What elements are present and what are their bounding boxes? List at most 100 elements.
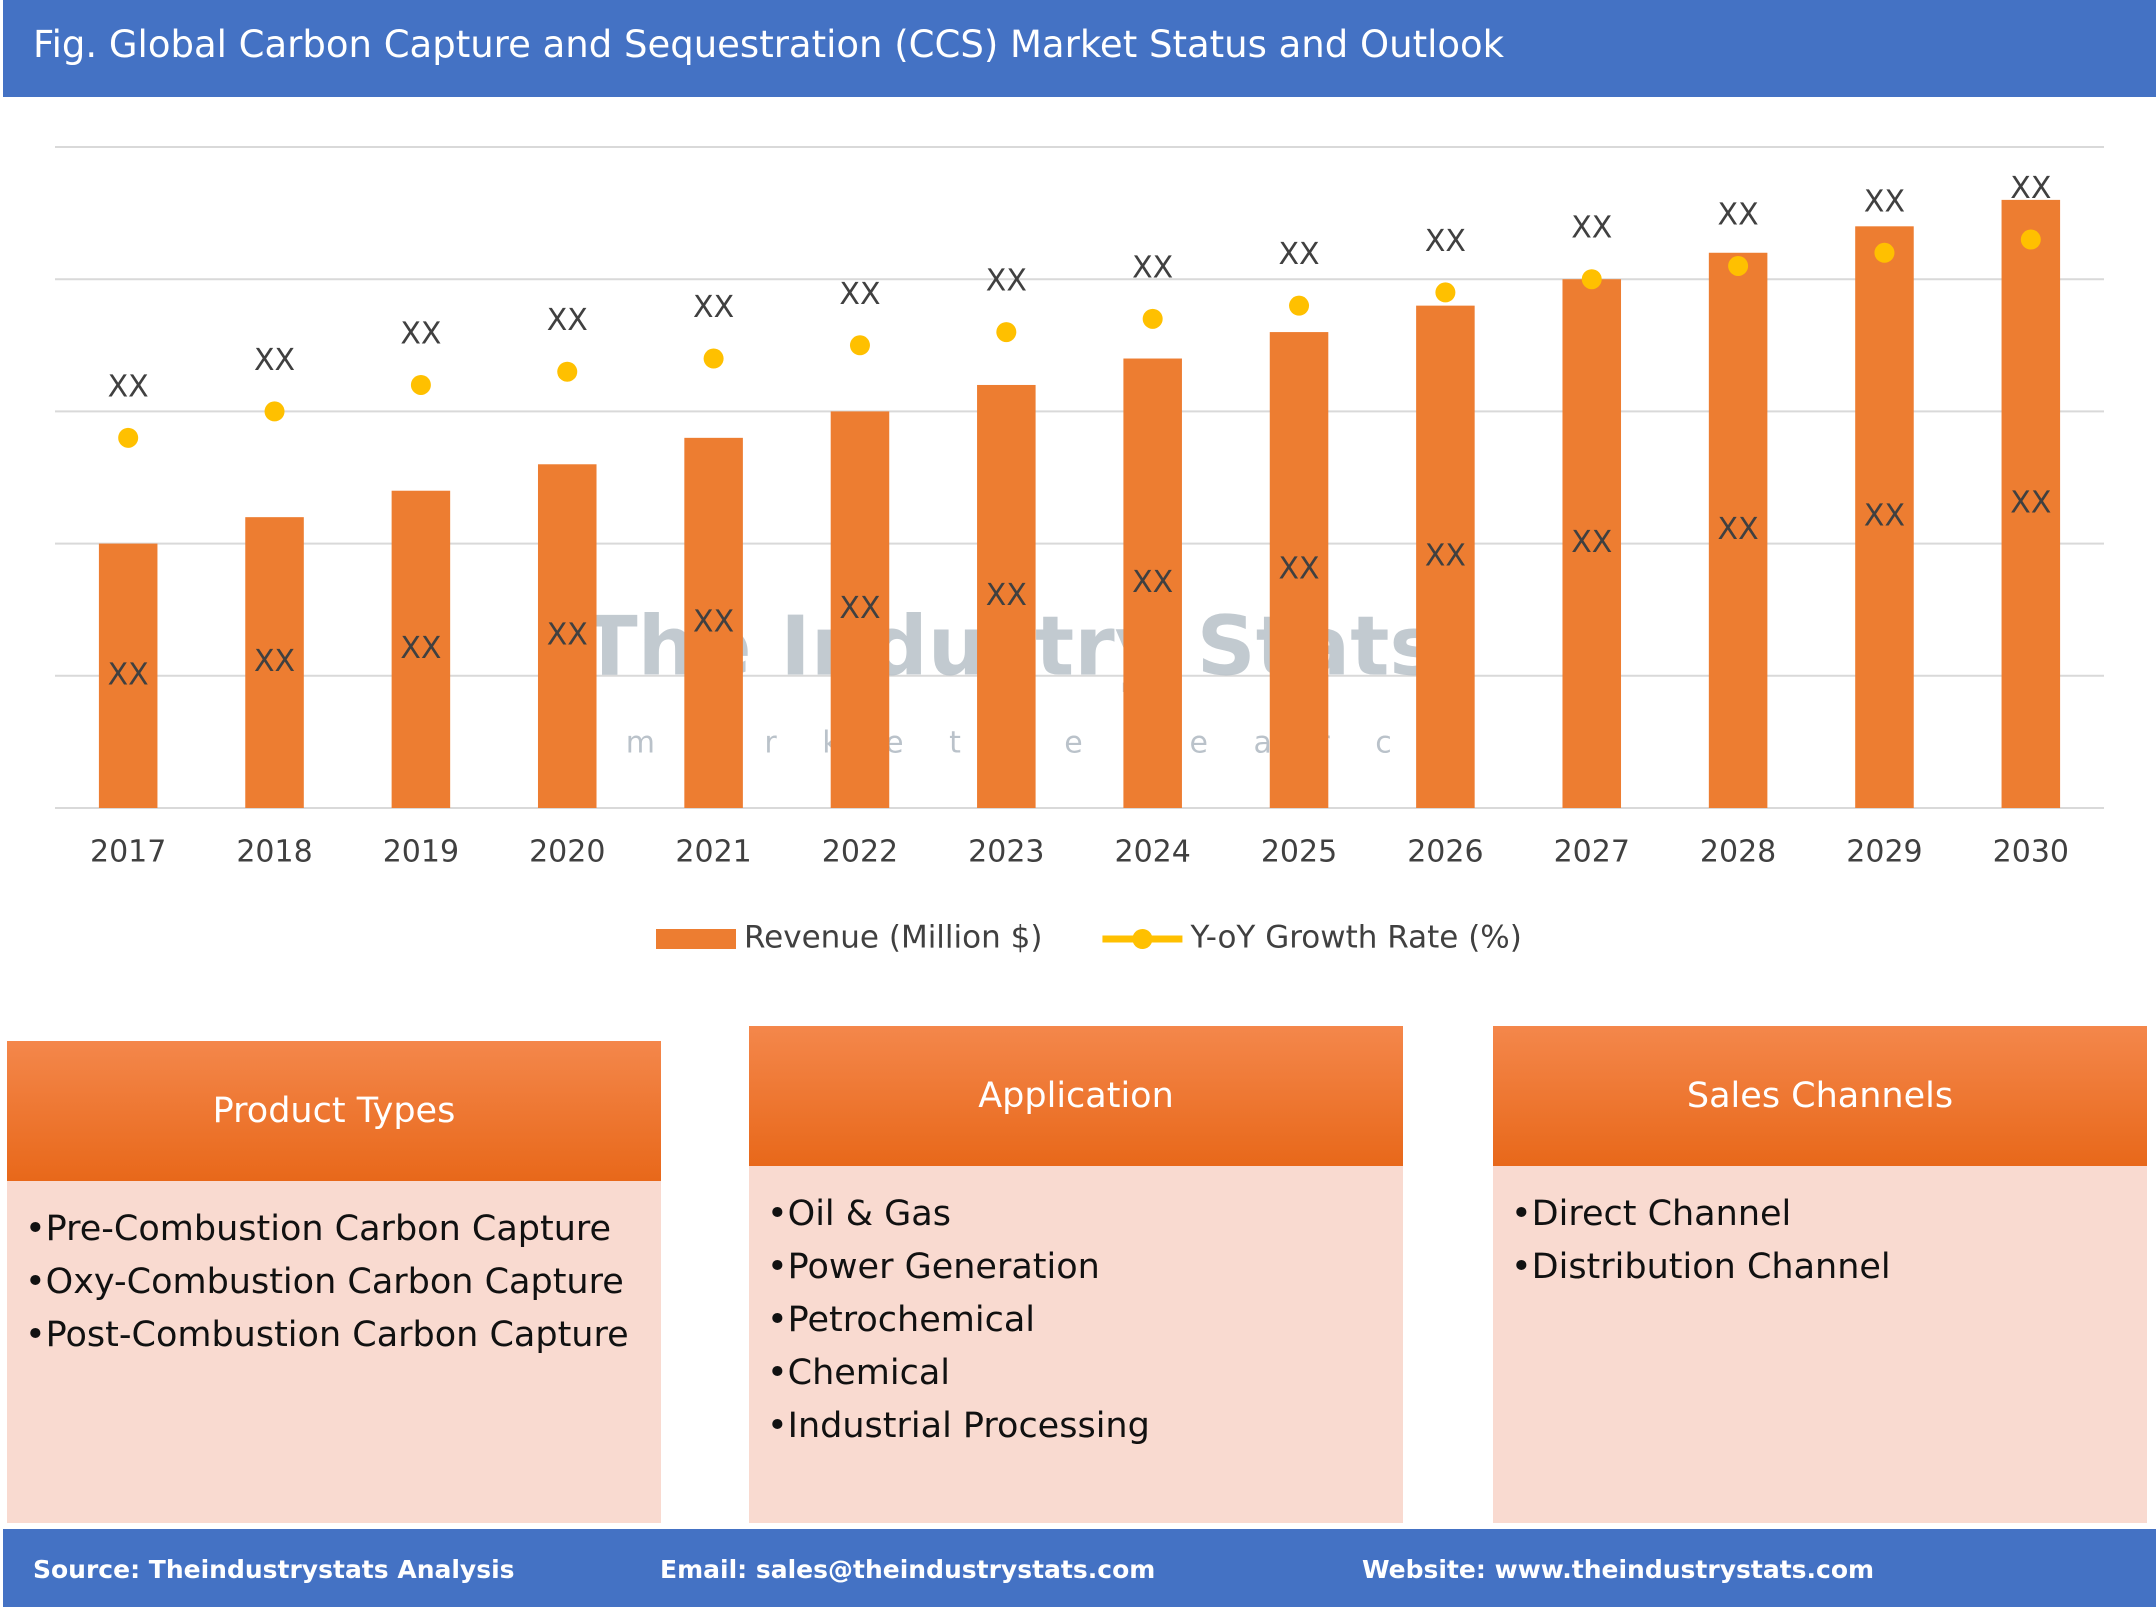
data-label: XX	[1278, 552, 1319, 587]
data-label: XX	[1425, 224, 1466, 259]
data-label: XX	[547, 618, 588, 653]
x-tick-label: 2021	[675, 835, 751, 870]
line-marker	[1289, 295, 1310, 316]
data-label: XX	[1718, 512, 1759, 547]
bar	[1416, 305, 1475, 808]
footer-email: Email: sales@theindustrystats.com	[660, 1555, 1156, 1584]
x-tick-label: 2028	[1700, 835, 1776, 870]
panel-item: •Distribution Channel	[1511, 1247, 1891, 1287]
line-marker	[1581, 269, 1602, 290]
x-tick-label: 2024	[1114, 835, 1190, 870]
panel-list: •Oil & Gas •Power Generation •Petrochemica…	[749, 1166, 1403, 1453]
legend-swatch	[656, 929, 736, 949]
x-tick-label: 2023	[968, 835, 1044, 870]
line-marker	[703, 348, 724, 369]
panel-item: •Post-Combustion Carbon Capture	[25, 1315, 629, 1355]
bar	[684, 437, 743, 808]
data-label: XX	[400, 631, 441, 666]
data-label: XX	[1718, 197, 1759, 232]
panel-item: •Petrochemical	[767, 1300, 1035, 1340]
x-tick-label: 2018	[236, 835, 312, 870]
panel-title: Application	[749, 1026, 1403, 1166]
bar	[830, 411, 890, 808]
line-marker	[1142, 308, 1163, 329]
x-tick-label: 2025	[1261, 835, 1337, 870]
data-label: XX	[1571, 525, 1612, 560]
panel-item: •Power Generation	[767, 1247, 1100, 1287]
data-label: XX	[254, 644, 295, 679]
chart: The Industry Statsm a r k e t r e s e a …	[55, 146, 2104, 956]
panel-item: •Pre-Combustion Carbon Capture	[25, 1209, 612, 1249]
panel-item: •Direct Channel	[1511, 1194, 1792, 1234]
panel: Sales Channels •Direct Channel •Distribut…	[1493, 1026, 2147, 1523]
data-label: XX	[839, 591, 880, 626]
panel-list: •Pre-Combustion Carbon Capture •Oxy-Combu…	[7, 1181, 661, 1362]
bar	[1708, 252, 1768, 808]
line-marker	[1874, 242, 1895, 263]
x-tick-label: 2017	[90, 835, 166, 870]
data-label: XX	[986, 578, 1027, 613]
bar	[1562, 279, 1622, 808]
data-label: XX	[1571, 211, 1612, 246]
legend-swatch	[1132, 929, 1153, 949]
line-marker	[849, 335, 870, 356]
x-tick-label: 2022	[822, 835, 898, 870]
footer-website: Website: www.theindustrystats.com	[1362, 1555, 1875, 1584]
data-label: XX	[693, 290, 734, 325]
bar	[537, 464, 597, 808]
data-label: XX	[1278, 237, 1319, 272]
data-label: XX	[1425, 538, 1466, 573]
data-label: XX	[986, 264, 1027, 299]
x-tick-label: 2019	[383, 835, 459, 870]
bar	[977, 384, 1036, 808]
x-tick-label: 2030	[1993, 835, 2069, 870]
panel: Application •Oil & Gas •Power Generation •…	[749, 1026, 1403, 1523]
line-marker	[1435, 282, 1456, 303]
bar	[1855, 226, 1914, 808]
panel-item: •Oil & Gas	[767, 1194, 951, 1234]
panel-title: Product Types	[7, 1041, 661, 1181]
bar	[2001, 199, 2061, 808]
data-label: XX	[839, 277, 880, 312]
panel-item: •Chemical	[767, 1353, 951, 1393]
footer: Source: Theindustrystats Analysis Email:…	[3, 1529, 2156, 1607]
bar	[1123, 358, 1182, 808]
panel-list: •Direct Channel •Distribution Channel	[1493, 1166, 2147, 1294]
panel: Product Types •Pre-Combustion Carbon Cap…	[7, 1041, 661, 1523]
page-title: Fig. Global Carbon Capture and Sequestra…	[3, 0, 2156, 97]
watermark-tagline: m a r k e t r e s e a r c h	[626, 726, 1475, 761]
x-tick-label: 2020	[529, 835, 605, 870]
data-label: XX	[108, 369, 149, 404]
data-label: XX	[108, 657, 149, 692]
x-tick-label: 2027	[1554, 835, 1630, 870]
panel-title: Sales Channels	[1493, 1026, 2147, 1166]
data-label: XX	[547, 303, 588, 338]
legend-label: Revenue (Million $)	[744, 920, 1042, 956]
x-tick-label: 2029	[1846, 835, 1922, 870]
data-label: XX	[2010, 485, 2051, 520]
line-marker	[557, 361, 578, 382]
bar	[245, 517, 304, 808]
data-label: XX	[400, 316, 441, 351]
data-label: XX	[254, 343, 295, 378]
panel-item: •Oxy-Combustion Carbon Capture	[25, 1262, 624, 1302]
line-marker	[264, 401, 285, 422]
line-marker	[118, 427, 139, 448]
data-label: XX	[1132, 250, 1173, 285]
footer-source: Source: Theindustrystats Analysis	[33, 1555, 515, 1584]
data-label: XX	[693, 604, 734, 639]
legend-label: Y-oY Growth Rate (%)	[1189, 920, 1521, 956]
bar	[98, 543, 158, 808]
panel-item: •Industrial Processing	[767, 1406, 1150, 1446]
bar	[391, 490, 451, 808]
line-marker	[2020, 229, 2041, 250]
data-label: XX	[1864, 184, 1905, 219]
x-tick-label: 2026	[1407, 835, 1483, 870]
data-label: XX	[1864, 499, 1905, 534]
line-marker	[996, 322, 1017, 343]
line-marker	[410, 374, 431, 395]
data-label: XX	[2010, 171, 2051, 206]
line-marker	[1728, 255, 1749, 276]
data-label: XX	[1132, 565, 1173, 600]
